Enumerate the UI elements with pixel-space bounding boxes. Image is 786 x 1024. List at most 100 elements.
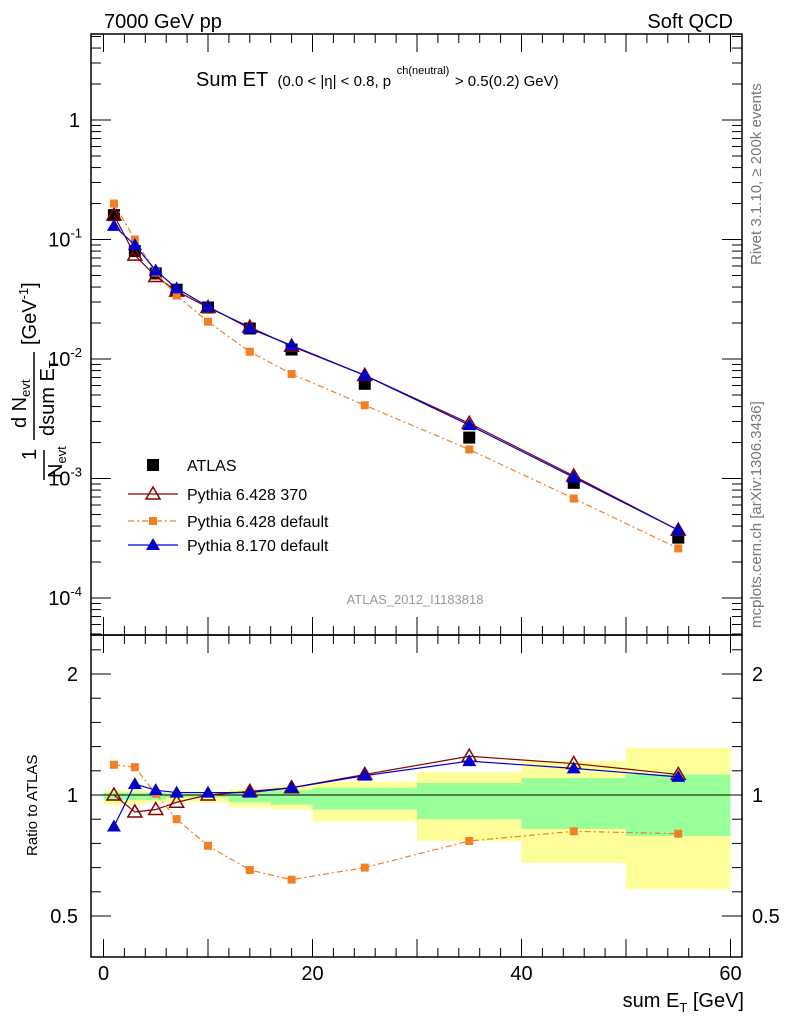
- ratio-tick-label: 1: [67, 785, 78, 807]
- ratio-tick-label: 1: [752, 785, 763, 807]
- py8-point: [566, 470, 581, 483]
- py6-370-point: [168, 793, 185, 809]
- py6-default-point: [204, 317, 212, 326]
- ratio-series-2: [106, 754, 686, 832]
- analysis-id: ATLAS_2012_I1183818: [347, 592, 484, 607]
- py6-default-point: [360, 401, 369, 410]
- y-tick-label: 10-1: [48, 226, 82, 252]
- legend-label: ATLAS: [187, 458, 237, 475]
- ratio-y-axis-label: Ratio to ATLAS: [24, 755, 41, 856]
- ratio-tick-label: 0.5: [752, 906, 780, 928]
- py8-point: [462, 754, 477, 767]
- py6-default-point: [204, 841, 212, 850]
- x-tick-label: 20: [301, 963, 323, 985]
- legend-label: Pythia 6.428 370: [187, 487, 307, 504]
- plot-title: Sum ET (0.0 < |η| < 0.8, p ch(neutral) >…: [196, 57, 559, 91]
- py8-point: [127, 777, 142, 790]
- main-series-line: [113, 214, 679, 531]
- py6-default-point: [287, 369, 296, 378]
- svg-text:1 Nevt d Nevt: 1 Nevt d Nevt dsum ET [GeV-1]: [9, 282, 71, 478]
- py8-point: [146, 538, 160, 550]
- inner-band: [103, 792, 125, 800]
- inner-band: [417, 782, 522, 820]
- atlas-point: [147, 459, 159, 471]
- py6-370-point: [144, 485, 162, 500]
- inner-band: [270, 790, 313, 805]
- py6-default-point: [245, 866, 254, 875]
- x-axis-label: sum ET [GeV]: [623, 990, 744, 1015]
- main-series: [105, 199, 687, 553]
- process-label: Soft QCD: [647, 11, 733, 33]
- y-tick-label: 10-2: [48, 345, 82, 371]
- rivet-version-label: Rivet 3.1.10, ≥ 200k events: [748, 83, 765, 265]
- py8-point: [169, 281, 184, 294]
- py8-point: [106, 218, 121, 231]
- py8-point: [148, 783, 163, 796]
- atlas-point: [463, 431, 476, 444]
- py8-point: [357, 768, 372, 781]
- py8-point: [671, 523, 686, 536]
- py6-default-point: [569, 827, 578, 836]
- py6-370-point: [126, 246, 144, 261]
- py8-point: [242, 321, 257, 334]
- py6-default-point: [172, 291, 181, 300]
- py6-default-point: [172, 815, 181, 824]
- py8-point: [148, 263, 163, 276]
- py6-default-point: [360, 863, 369, 872]
- py8-point: [127, 237, 142, 250]
- main-series-line: [113, 225, 679, 531]
- py6-default-point: [674, 829, 683, 838]
- x-tick-label: 40: [510, 963, 532, 985]
- ratio-tick-label: 2: [67, 664, 78, 686]
- py8-point: [242, 785, 257, 798]
- y-tick-label: 1: [69, 110, 80, 132]
- main-y-ticks: [91, 35, 742, 635]
- y-tick-label: 10-4: [48, 584, 82, 610]
- legend-label: Pythia 8.170 default: [187, 538, 329, 555]
- ratio-y-ticks: 2 2 1 1 0.5 0.5: [50, 649, 780, 928]
- x-ticks: 0 20 40 60: [98, 34, 742, 985]
- ratio-uncertainty-bands: [103, 747, 731, 890]
- py6-default-point: [465, 836, 474, 845]
- inner-band: [124, 792, 146, 800]
- y-tick-label: 10-3: [48, 465, 82, 491]
- legend-label: Pythia 6.428 default: [187, 514, 329, 531]
- py8-point: [106, 819, 121, 832]
- py6-default-point: [149, 517, 157, 525]
- py8-point: [671, 769, 686, 782]
- inner-band: [521, 778, 626, 829]
- py6-default-point: [674, 544, 683, 553]
- py6-default-point: [109, 199, 118, 208]
- py6-370-point: [147, 801, 165, 816]
- py8-point: [284, 338, 299, 351]
- py6-default-point: [245, 347, 254, 356]
- py6-default-point: [569, 494, 578, 503]
- ratio-tick-label: 0.5: [50, 906, 78, 928]
- main-series-3: [106, 218, 686, 536]
- py6-default-point: [130, 763, 139, 772]
- py6-370-point: [126, 803, 144, 818]
- mcplots-label: mcplots.cern.ch [arXiv:1306.3436]: [748, 401, 765, 628]
- py8-point: [284, 780, 299, 793]
- main-y-tick-labels: 1 10-1 10-2 10-3 10-4: [48, 110, 82, 610]
- x-tick-label: 0: [98, 963, 109, 985]
- py6-default-point: [465, 445, 474, 454]
- py8-point: [566, 761, 581, 774]
- inner-band: [312, 787, 417, 810]
- py6-370-point: [105, 786, 123, 801]
- main-y-axis-label: 1 Nevt d Nevt dsum ET [GeV-1]: [9, 282, 71, 480]
- legend: ATLAS Pythia 6.428 370 Pythia 6.428 defaul…: [128, 458, 329, 555]
- py8-point: [201, 785, 215, 798]
- ratio-series: [105, 747, 687, 884]
- py8-point: [357, 368, 372, 381]
- py6-default-point: [287, 875, 296, 884]
- py8-point: [201, 299, 215, 312]
- ratio-tick-label: 2: [752, 664, 763, 686]
- inner-band: [626, 774, 731, 837]
- py8-point: [169, 785, 184, 798]
- py8-point: [462, 418, 477, 431]
- energy-label: 7000 GeV pp: [104, 11, 222, 33]
- py6-default-point: [109, 760, 118, 769]
- x-tick-label: 60: [719, 963, 741, 985]
